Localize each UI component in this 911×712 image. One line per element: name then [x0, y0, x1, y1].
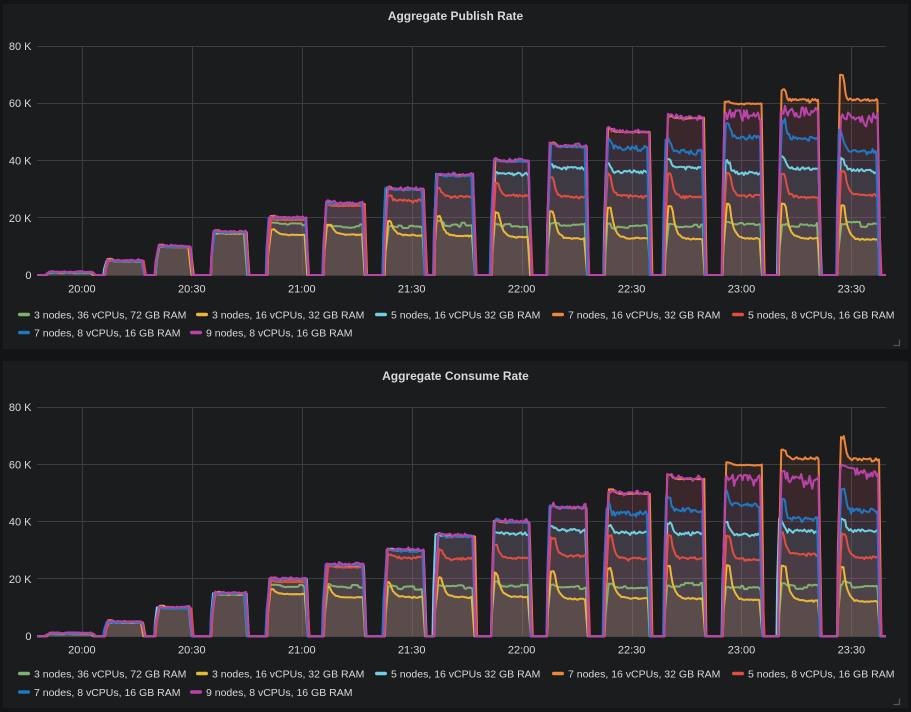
svg-text:20 K: 20 K	[9, 213, 32, 225]
svg-text:7 nodes, 8 vCPUs, 16 GB RAM: 7 nodes, 8 vCPUs, 16 GB RAM	[34, 687, 180, 699]
svg-text:Aggregate Publish Rate: Aggregate Publish Rate	[388, 9, 524, 23]
svg-text:60 K: 60 K	[9, 460, 32, 472]
svg-text:23:00: 23:00	[728, 283, 756, 295]
svg-text:21:30: 21:30	[398, 645, 426, 657]
svg-text:5 nodes, 16 vCPUs 32 GB RAM: 5 nodes, 16 vCPUs 32 GB RAM	[391, 669, 540, 681]
svg-text:5 nodes, 8 vCPUs, 16 GB RAM: 5 nodes, 8 vCPUs, 16 GB RAM	[748, 669, 894, 681]
svg-text:21:00: 21:00	[288, 283, 316, 295]
svg-text:0: 0	[25, 631, 31, 643]
svg-text:0: 0	[25, 270, 31, 282]
svg-text:5 nodes, 16 vCPUs 32 GB RAM: 5 nodes, 16 vCPUs 32 GB RAM	[391, 310, 540, 322]
svg-text:20:30: 20:30	[178, 283, 206, 295]
svg-text:22:30: 22:30	[618, 645, 646, 657]
svg-text:20:30: 20:30	[178, 645, 206, 657]
svg-text:40 K: 40 K	[9, 517, 32, 529]
svg-text:60 K: 60 K	[9, 98, 32, 110]
svg-text:22:30: 22:30	[618, 283, 646, 295]
svg-text:3 nodes, 16 vCPUs, 32 GB RAM: 3 nodes, 16 vCPUs, 32 GB RAM	[212, 310, 364, 322]
svg-text:9 nodes, 8 vCPUs, 16 GB RAM: 9 nodes, 8 vCPUs, 16 GB RAM	[206, 687, 352, 699]
svg-text:40 K: 40 K	[9, 156, 32, 168]
svg-text:7 nodes, 16 vCPUs, 32 GB RAM: 7 nodes, 16 vCPUs, 32 GB RAM	[568, 310, 720, 322]
svg-text:80 K: 80 K	[9, 41, 32, 53]
svg-text:22:00: 22:00	[508, 283, 536, 295]
svg-text:23:30: 23:30	[838, 283, 866, 295]
svg-text:Aggregate Consume Rate: Aggregate Consume Rate	[382, 369, 529, 383]
svg-text:3 nodes, 36 vCPUs, 72 GB RAM: 3 nodes, 36 vCPUs, 72 GB RAM	[34, 669, 186, 681]
svg-text:7 nodes, 16 vCPUs, 32 GB RAM: 7 nodes, 16 vCPUs, 32 GB RAM	[568, 669, 720, 681]
svg-text:20:00: 20:00	[68, 283, 96, 295]
svg-text:22:00: 22:00	[508, 645, 536, 657]
svg-text:7 nodes, 8 vCPUs, 16 GB RAM: 7 nodes, 8 vCPUs, 16 GB RAM	[34, 328, 180, 340]
svg-text:5 nodes, 8 vCPUs, 16 GB RAM: 5 nodes, 8 vCPUs, 16 GB RAM	[748, 310, 894, 322]
svg-text:21:00: 21:00	[288, 645, 316, 657]
svg-text:23:30: 23:30	[838, 645, 866, 657]
svg-text:20 K: 20 K	[9, 574, 32, 586]
svg-text:80 K: 80 K	[9, 402, 32, 414]
svg-text:3 nodes, 36 vCPUs, 72 GB RAM: 3 nodes, 36 vCPUs, 72 GB RAM	[34, 310, 186, 322]
svg-text:20:00: 20:00	[68, 645, 96, 657]
svg-text:3 nodes, 16 vCPUs, 32 GB RAM: 3 nodes, 16 vCPUs, 32 GB RAM	[212, 669, 364, 681]
svg-text:23:00: 23:00	[728, 645, 756, 657]
svg-text:9 nodes, 8 vCPUs, 16 GB RAM: 9 nodes, 8 vCPUs, 16 GB RAM	[206, 328, 352, 340]
svg-text:21:30: 21:30	[398, 283, 426, 295]
